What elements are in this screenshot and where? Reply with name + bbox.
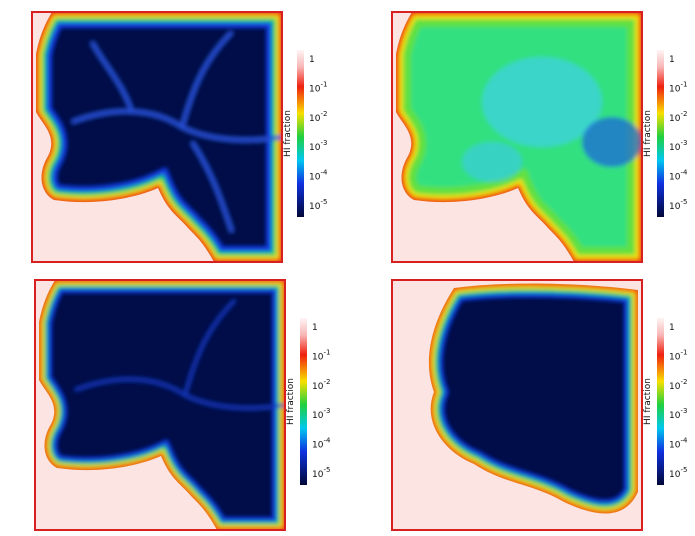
colorbar-tick-label: 10-4: [669, 437, 688, 451]
tick-exponent: -1: [323, 348, 330, 356]
colorbar-tick-label: 10-2: [669, 110, 687, 124]
colorbar: [657, 50, 664, 217]
tick-exponent: -4: [680, 169, 688, 177]
tick-exponent: -3: [323, 407, 330, 415]
colorbar-label: HI fraction: [643, 110, 653, 157]
tick-base: 10: [309, 173, 321, 183]
colorbar: [297, 50, 304, 217]
colorbar-tick-label: 1: [669, 55, 675, 65]
colorbar-tick-label: 10-2: [669, 378, 687, 392]
colorbar-tick-label: 10-4: [309, 169, 328, 183]
tick-exponent: -5: [320, 198, 327, 206]
colorbar-label: HI fraction: [286, 378, 296, 425]
tick-base: 10: [669, 143, 681, 153]
colorbar-tick-label: 10-1: [669, 348, 687, 362]
map-panel: [392, 12, 642, 262]
tick-base: 10: [309, 202, 321, 212]
tick-base: 10: [312, 382, 324, 392]
tick-base: 10: [669, 382, 681, 392]
tick-base: 10: [669, 114, 681, 124]
colorbar-tick-label: 1: [312, 323, 318, 333]
colorbar: [300, 318, 307, 485]
tick-exponent: -5: [680, 466, 687, 474]
map-panel: [35, 280, 285, 530]
tick-base: 10: [669, 470, 681, 480]
tick-exponent: -2: [680, 110, 687, 118]
colorbar-tick-label: 10-5: [312, 466, 330, 480]
tick-exponent: -3: [320, 139, 327, 147]
colorbar-tick-label: 10-1: [309, 80, 327, 94]
colorbar-tick-label: 10-4: [312, 437, 331, 451]
colorbar-tick-label: 10-1: [312, 348, 330, 362]
tick-exponent: -2: [680, 378, 687, 386]
tick-exponent: -1: [320, 80, 327, 88]
tick-base: 10: [309, 84, 321, 94]
tick-exponent: -4: [680, 437, 688, 445]
colorbar-tick-label: 10-3: [669, 139, 687, 153]
tick-exponent: -5: [323, 466, 330, 474]
tick-base: 10: [669, 441, 681, 451]
tick-exponent: -2: [320, 110, 327, 118]
tick-base: 10: [309, 114, 321, 124]
colorbar-tick-label: 10-1: [669, 80, 687, 94]
colorbar-tick-label: 10-3: [309, 139, 327, 153]
colorbar-tick-label: 10-2: [309, 110, 327, 124]
tick-exponent: -1: [680, 80, 687, 88]
tick-exponent: -3: [680, 407, 687, 415]
colorbar-tick-label: 1: [309, 55, 315, 65]
tick-exponent: -4: [323, 437, 331, 445]
colorbar-tick-label: 10-2: [312, 378, 330, 392]
figure: HI fraction110-110-210-310-410-5HI fract…: [0, 0, 695, 536]
tick-base: 10: [669, 202, 681, 212]
colorbar-tick-label: 10-3: [669, 407, 687, 421]
tick-exponent: -5: [680, 198, 687, 206]
map-panel: [392, 280, 642, 530]
colorbar-label: HI fraction: [283, 110, 293, 157]
map-panel: [32, 12, 282, 262]
tick-base: 10: [309, 143, 321, 153]
tick-base: 10: [312, 470, 324, 480]
colorbar-tick-label: 10-5: [669, 198, 687, 212]
tick-base: 10: [669, 84, 681, 94]
colorbar-tick-label: 10-3: [312, 407, 330, 421]
tick-exponent: -3: [680, 139, 687, 147]
tick-base: 10: [669, 352, 681, 362]
tick-base: 10: [312, 441, 324, 451]
colorbar-tick-label: 10-5: [309, 198, 327, 212]
tick-exponent: -1: [680, 348, 687, 356]
tick-base: 10: [669, 411, 681, 421]
colorbar-tick-label: 1: [669, 323, 675, 333]
colorbar-tick-label: 10-5: [669, 466, 687, 480]
tick-exponent: -2: [323, 378, 330, 386]
colorbar-label: HI fraction: [643, 378, 653, 425]
colorbar-tick-label: 10-4: [669, 169, 688, 183]
tick-base: 10: [312, 411, 324, 421]
tick-exponent: -4: [320, 169, 328, 177]
colorbar: [657, 318, 664, 485]
tick-base: 10: [312, 352, 324, 362]
tick-base: 10: [669, 173, 681, 183]
